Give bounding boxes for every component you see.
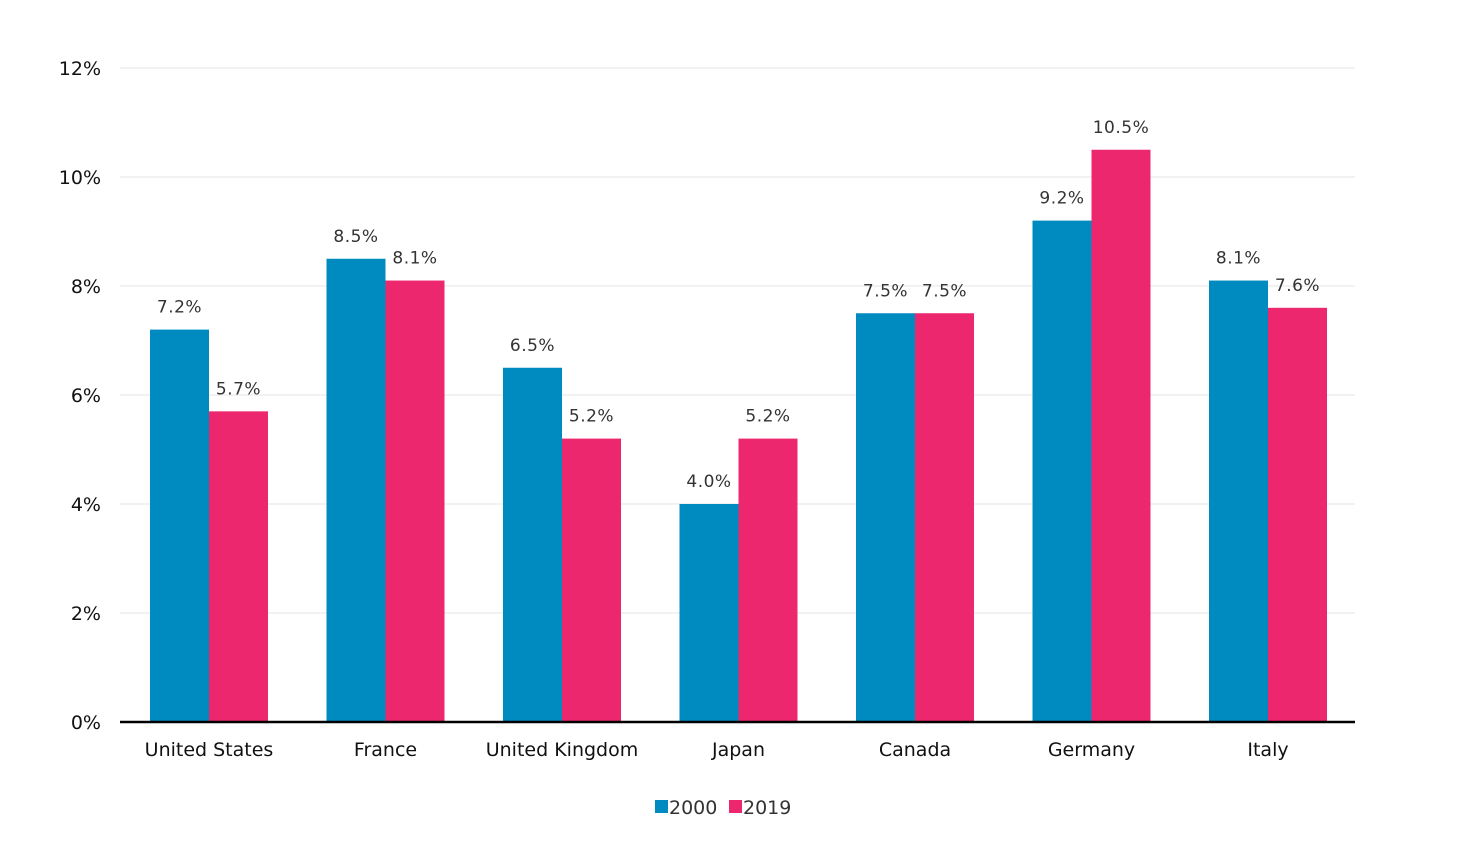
data-label: 5.7% — [216, 379, 261, 399]
data-label: 8.5% — [333, 227, 378, 247]
bar-2000 — [503, 367, 562, 722]
data-label: 7.6% — [1275, 276, 1320, 296]
data-label: 8.1% — [392, 249, 437, 269]
x-category-label: Germany — [1048, 739, 1135, 761]
legend-label-2000: 2000 — [669, 797, 717, 819]
bar-2000 — [1032, 220, 1092, 722]
y-tick-label: 12% — [59, 58, 101, 80]
legend-swatch-2000 — [655, 800, 668, 813]
bar-2019 — [1091, 149, 1151, 722]
bar-2019 — [209, 411, 268, 722]
x-category-label: Italy — [1247, 739, 1288, 761]
bar-2000 — [856, 313, 915, 722]
bar-2000 — [679, 504, 739, 722]
y-tick-label: 6% — [71, 385, 101, 407]
bar-2019 — [562, 438, 621, 722]
x-category-label: Canada — [879, 739, 951, 761]
data-label: 5.2% — [569, 407, 614, 427]
legend-swatch-2019 — [729, 800, 742, 813]
y-tick-label: 8% — [71, 276, 101, 298]
bar-2000 — [1209, 280, 1268, 722]
bar-2000 — [326, 258, 386, 722]
data-label: 10.5% — [1093, 118, 1150, 138]
data-labels: 7.2% 5.7% 8.5% 8.1% 6.5% 5.2% 4.0% 5.2% 7.5% 7.5%… — [157, 118, 1320, 492]
y-tick-label: 4% — [71, 494, 101, 516]
data-label: 7.5% — [863, 281, 908, 301]
y-tick-label: 0% — [71, 712, 101, 734]
data-label: 6.5% — [510, 336, 555, 356]
data-label: 8.1% — [1216, 249, 1261, 269]
y-tick-label: 10% — [59, 167, 101, 189]
x-category-label: United States — [145, 739, 274, 761]
x-axis: United States France United Kingdom Japan Ca… — [120, 720, 1355, 761]
x-category-label: France — [354, 739, 417, 761]
bar-2019 — [1268, 307, 1327, 722]
legend-label-2019: 2019 — [743, 797, 791, 819]
x-category-label: Japan — [711, 739, 765, 761]
data-label: 7.5% — [922, 281, 967, 301]
data-label: 7.2% — [157, 298, 202, 318]
data-label: 5.2% — [745, 407, 790, 427]
bar-2000 — [150, 329, 209, 722]
data-label: 9.2% — [1039, 189, 1084, 209]
x-category-label: United Kingdom — [486, 739, 639, 761]
y-axis-ticks: 0% 2% 4% 6% 8% 10% 12% — [59, 58, 101, 734]
data-label: 4.0% — [686, 472, 731, 492]
bar-2019 — [915, 313, 974, 722]
bar-2019 — [738, 438, 798, 722]
legend: 2000 2019 — [655, 797, 791, 819]
bar-2019 — [385, 280, 445, 722]
bars — [150, 149, 1327, 722]
y-tick-label: 2% — [71, 603, 101, 625]
